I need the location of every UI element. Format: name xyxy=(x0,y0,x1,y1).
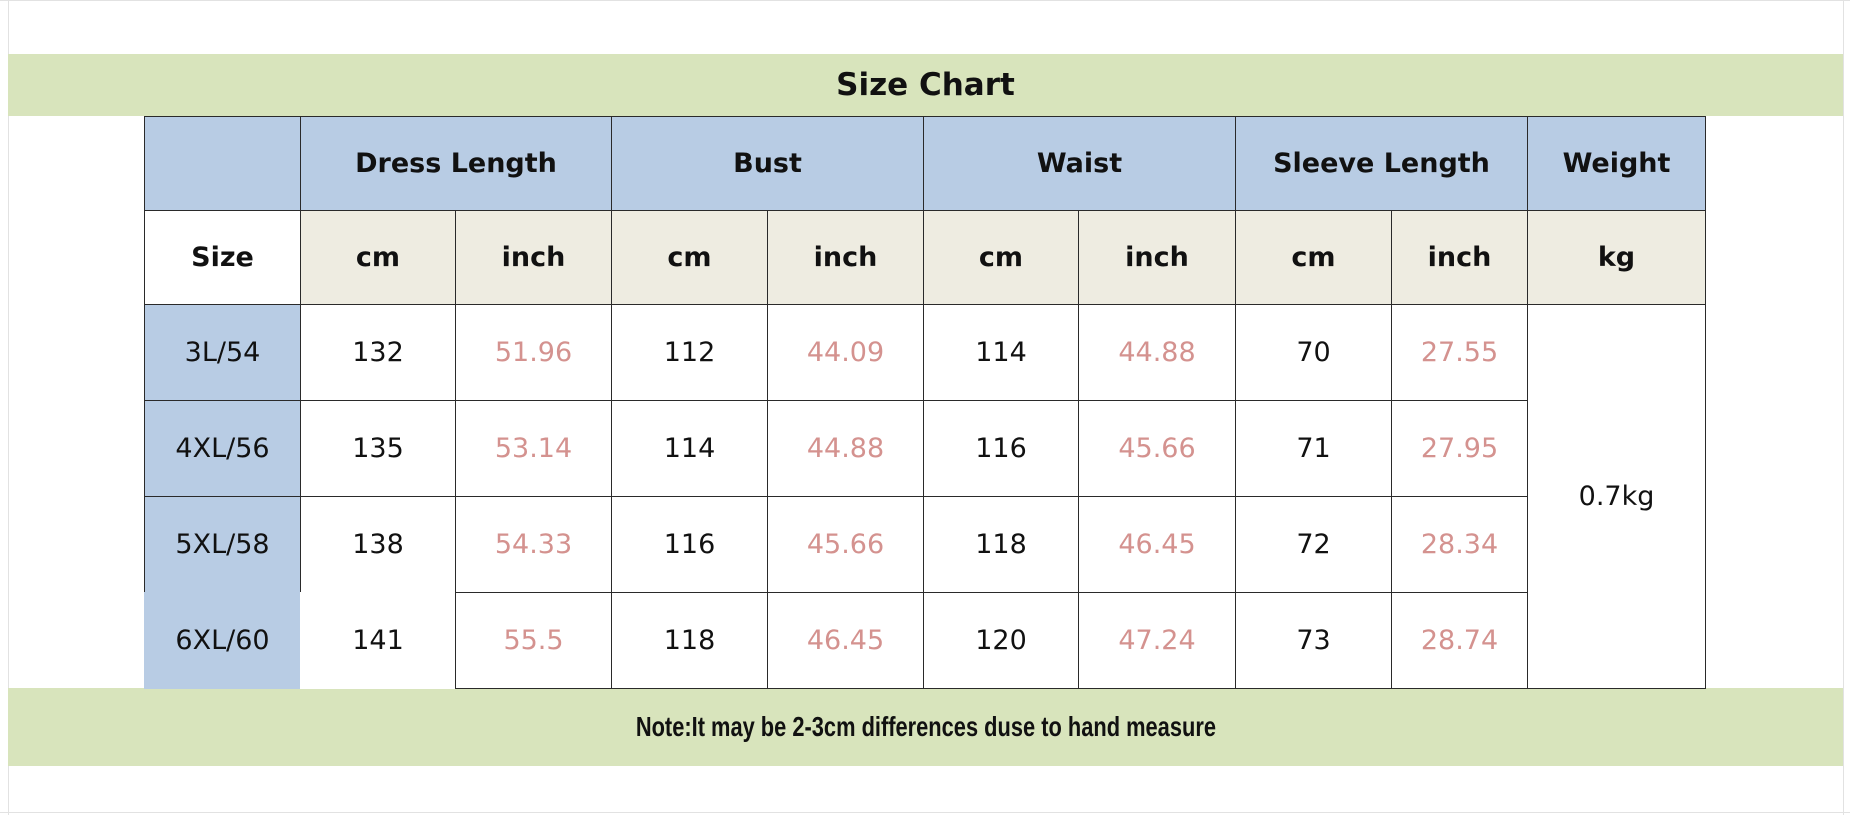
group-header: Sleeve Length xyxy=(1235,116,1528,211)
size-cell: 5XL/58 xyxy=(144,496,301,593)
inch-value: 27.95 xyxy=(1391,400,1528,497)
cm-value: 114 xyxy=(923,304,1079,401)
inch-value: 45.66 xyxy=(1078,400,1236,497)
inch-value: 55.5 xyxy=(455,592,612,689)
group-header: Weight xyxy=(1527,116,1706,211)
inch-value: 44.09 xyxy=(767,304,924,401)
cm-value: 72 xyxy=(1235,496,1392,593)
group-header: Dress Length xyxy=(300,116,612,211)
cm-value: 73 xyxy=(1235,592,1392,689)
cm-value: 116 xyxy=(611,496,768,593)
unit-header: cm xyxy=(611,210,768,305)
header-corner xyxy=(144,116,301,211)
unit-header: inch xyxy=(767,210,924,305)
note-band: Note:It may be 2-3cm differences duse to… xyxy=(8,688,1843,766)
inch-value: 44.88 xyxy=(1078,304,1236,401)
title: Size Chart xyxy=(836,67,1015,103)
cm-value: 112 xyxy=(611,304,768,401)
sheet-grid xyxy=(1843,0,1844,815)
size-header: Size xyxy=(144,210,301,305)
sheet-grid xyxy=(0,812,1850,813)
cm-value: 118 xyxy=(611,592,768,689)
cm-value: 135 xyxy=(300,400,456,497)
cm-value: 118 xyxy=(923,496,1079,593)
unit-header: cm xyxy=(1235,210,1392,305)
inch-value: 53.14 xyxy=(455,400,612,497)
group-header: Waist xyxy=(923,116,1236,211)
unit-header: kg xyxy=(1527,210,1706,305)
inch-value: 45.66 xyxy=(767,496,924,593)
inch-value: 46.45 xyxy=(1078,496,1236,593)
weight-cell: 0.7kg xyxy=(1527,304,1706,689)
inch-value: 44.88 xyxy=(767,400,924,497)
inch-value: 46.45 xyxy=(767,592,924,689)
cm-value: 114 xyxy=(611,400,768,497)
inch-value: 28.74 xyxy=(1391,592,1528,689)
sheet-grid xyxy=(8,0,9,815)
inch-value: 27.55 xyxy=(1391,304,1528,401)
inch-value: 28.34 xyxy=(1391,496,1528,593)
cm-value: 141 xyxy=(300,592,456,689)
inch-value: 54.33 xyxy=(455,496,612,593)
title-band: Size Chart xyxy=(8,54,1843,116)
size-cell: 6XL/60 xyxy=(144,592,301,689)
unit-header: cm xyxy=(300,210,456,305)
sheet-grid xyxy=(0,0,1850,1)
cm-value: 132 xyxy=(300,304,456,401)
cm-value: 70 xyxy=(1235,304,1392,401)
unit-header: inch xyxy=(1391,210,1528,305)
cm-value: 138 xyxy=(300,496,456,593)
inch-value: 51.96 xyxy=(455,304,612,401)
group-header: Bust xyxy=(611,116,924,211)
note: Note:It may be 2-3cm differences duse to… xyxy=(635,711,1216,742)
size-cell: 4XL/56 xyxy=(144,400,301,497)
cm-value: 120 xyxy=(923,592,1079,689)
unit-header: inch xyxy=(1078,210,1236,305)
unit-header: cm xyxy=(923,210,1079,305)
inch-value: 47.24 xyxy=(1078,592,1236,689)
unit-header: inch xyxy=(455,210,612,305)
cm-value: 71 xyxy=(1235,400,1392,497)
cm-value: 116 xyxy=(923,400,1079,497)
size-cell: 3L/54 xyxy=(144,304,301,401)
